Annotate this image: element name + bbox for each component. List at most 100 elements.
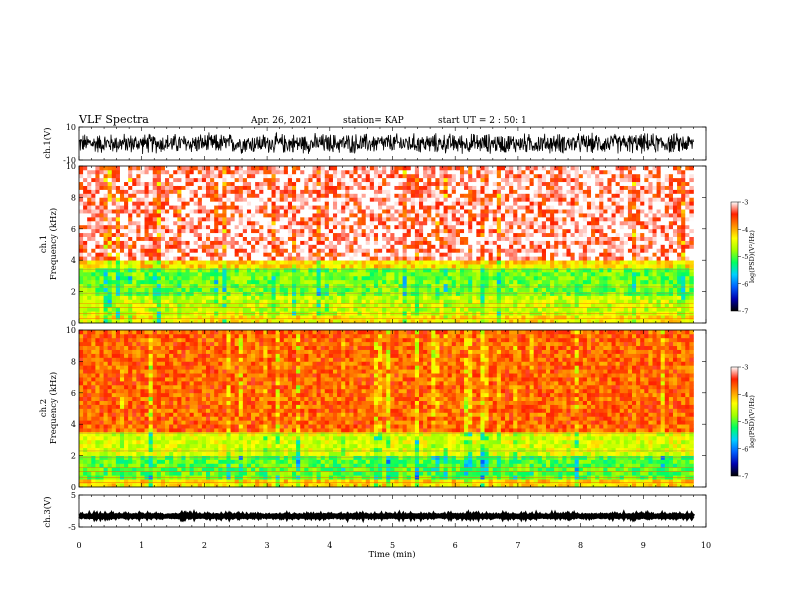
spectrogram-cell: [529, 236, 535, 241]
spectrogram-cell: [160, 268, 166, 273]
spectrogram-cell: [541, 236, 547, 241]
spectrogram-cell: [373, 193, 379, 198]
spectrogram-cell: [324, 248, 330, 253]
spectrogram-cell: [332, 291, 338, 296]
spectrogram-cell: [189, 256, 195, 261]
spectrogram-cell: [423, 240, 428, 245]
spectrogram-cell: [111, 173, 117, 179]
spectrogram-cell: [406, 189, 412, 194]
spectrogram-cell: [132, 275, 137, 281]
spectrogram-cell: [459, 173, 465, 179]
spectrogram-cell: [87, 185, 92, 190]
spectrogram-cell: [152, 275, 158, 281]
spectrogram-cell: [537, 271, 543, 277]
spectrogram-cell: [230, 217, 236, 222]
spectrogram-cell: [574, 303, 580, 308]
spectrogram-cell: [214, 213, 219, 218]
spectrogram-cell: [103, 319, 109, 324]
spectrogram-cell: [210, 244, 215, 249]
spectrogram-cell: [300, 279, 305, 285]
spectrogram-cell: [537, 217, 543, 222]
spectrogram-cell: [431, 307, 436, 312]
spectrogram-cell: [533, 173, 539, 179]
spectrogram-cell: [308, 220, 313, 226]
spectrogram-cell: [115, 177, 121, 183]
spectrogram-cell: [484, 166, 489, 171]
spectrogram-cell: [472, 252, 477, 257]
spectrogram-cell: [328, 236, 334, 241]
spectrogram-cell: [332, 268, 338, 273]
spectrogram-cell: [328, 166, 334, 171]
spectrogram-cell: [255, 256, 260, 261]
spectrogram-cell: [394, 240, 399, 245]
spectrogram-cell: [124, 197, 129, 202]
spectrogram-cell: [320, 271, 326, 277]
spectrogram-cell: [562, 291, 567, 296]
spectrogram-cell: [537, 173, 543, 179]
spectrogram-cell: [304, 264, 309, 269]
spectrogram-cell: [472, 185, 477, 190]
spectrogram-cell: [304, 232, 309, 237]
spectrogram-cell: [95, 232, 100, 237]
spectrogram-cell: [246, 244, 252, 249]
spectrogram-cell: [222, 268, 227, 273]
spectrogram-cell: [353, 315, 358, 320]
spectrogram-cell: [328, 252, 334, 257]
spectrogram-cell: [242, 224, 248, 230]
spectrogram-cell: [312, 201, 317, 206]
spectrogram-cell: [328, 260, 334, 265]
spectrogram-cell: [529, 279, 535, 285]
spectrogram-cell: [525, 205, 530, 210]
spectrogram-cell: [259, 236, 264, 241]
spectrogram-cell: [378, 315, 383, 320]
spectrogram-cell: [525, 279, 530, 285]
spectrogram-cell: [189, 283, 195, 289]
spectrogram-cell: [292, 193, 297, 198]
spectrogram-cell: [423, 268, 428, 273]
spectrogram-cell: [169, 201, 174, 206]
spectrogram-cell: [267, 185, 272, 190]
spectrogram-cell: [259, 224, 264, 230]
spectrogram-cell: [128, 213, 133, 218]
spectrogram-cell: [267, 256, 272, 261]
spectrogram-cell: [287, 279, 293, 285]
spectrogram-cell: [124, 166, 129, 171]
spectrogram-cell: [558, 291, 563, 296]
spectrogram-cell: [132, 193, 137, 198]
spectrogram-cell: [550, 193, 555, 198]
spectrogram-cell: [128, 173, 133, 179]
spectrogram-cell: [181, 228, 186, 234]
spectrogram-cell: [349, 213, 354, 218]
spectrogram-cell: [361, 224, 367, 230]
spectrogram-cell: [197, 299, 203, 304]
spectrogram-cell: [292, 217, 297, 222]
spectrogram-cell: [210, 275, 215, 281]
spectrogram-cell: [414, 279, 420, 285]
spectrogram-cell: [242, 220, 248, 226]
spectrogram-cell: [341, 185, 346, 190]
spectrogram-cell: [361, 177, 367, 183]
spectrogram-cell: [529, 252, 535, 257]
spectrogram-cell: [91, 283, 96, 289]
spectrogram-cell: [95, 205, 100, 210]
spectrogram-cell: [472, 197, 477, 202]
spectrogram-cell: [103, 173, 109, 179]
spectrogram-cell: [95, 264, 100, 269]
spectrogram-cell: [472, 213, 477, 218]
spectrogram-cell: [79, 217, 84, 222]
spectrogram-cell: [382, 185, 387, 190]
spectrogram-cell: [238, 287, 244, 292]
spectrogram-cell: [103, 283, 109, 289]
spectrogram-cell: [541, 232, 547, 237]
spectrogram-cell: [218, 264, 223, 269]
spectrogram-cell: [218, 319, 223, 324]
spectrogram-cell: [500, 236, 506, 241]
spectrogram-cell: [251, 303, 256, 308]
spectrogram-cell: [406, 264, 412, 269]
spectrogram-cell: [169, 209, 174, 214]
spectrogram-cell: [251, 268, 256, 273]
spectrogram-cell: [476, 264, 481, 269]
spectrogram-cell: [373, 303, 379, 308]
spectrogram-cell: [545, 268, 551, 273]
